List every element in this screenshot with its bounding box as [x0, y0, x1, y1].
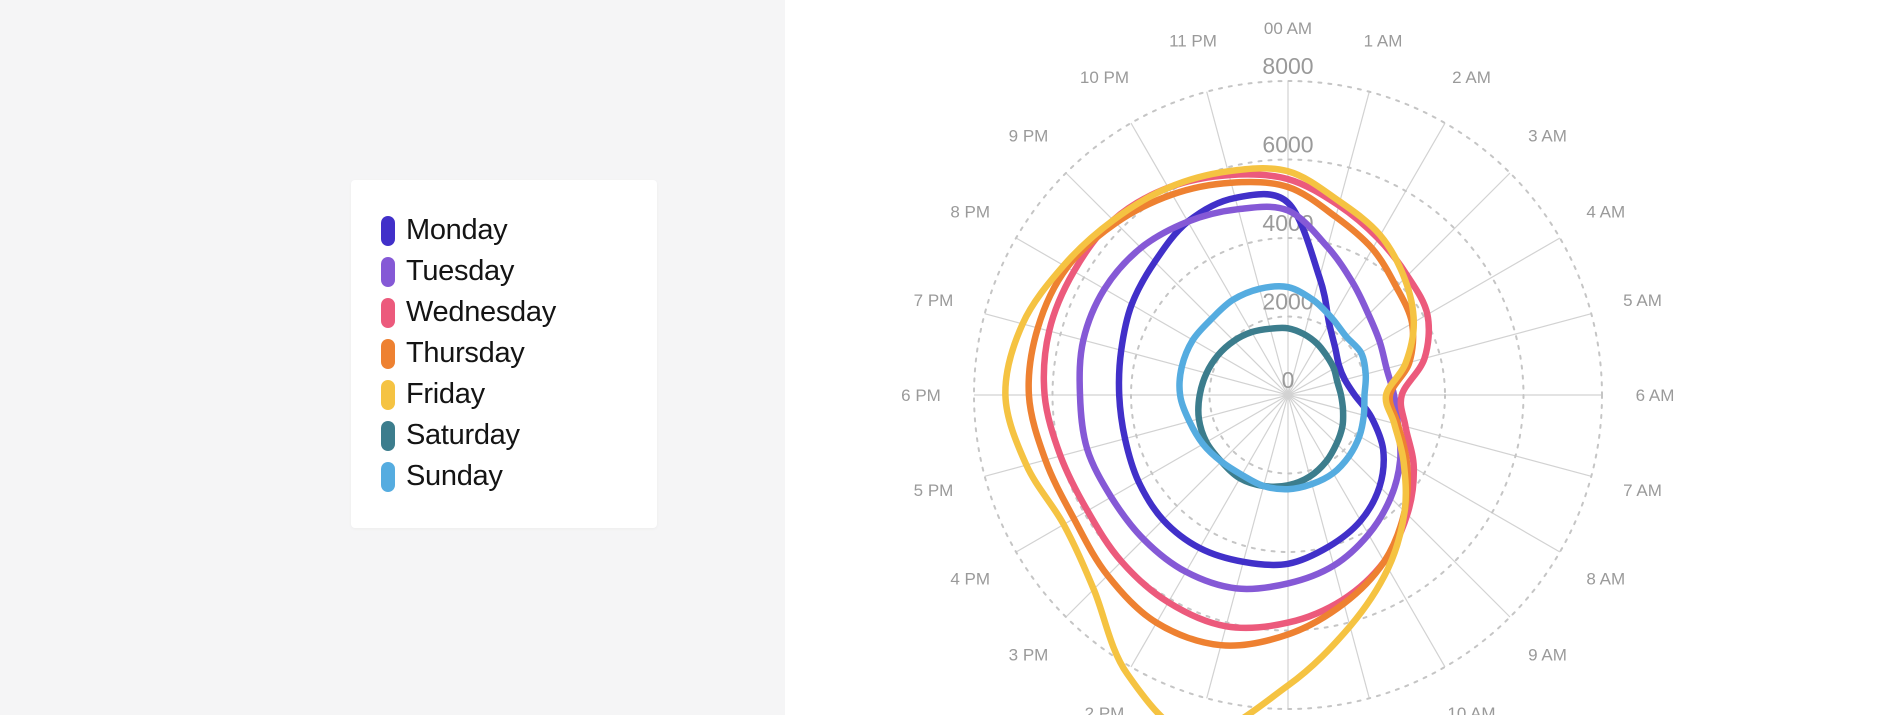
- legend-label: Saturday: [406, 419, 520, 451]
- legend-label: Friday: [406, 378, 485, 410]
- hour-label: 5 PM: [914, 481, 954, 500]
- radial-tick-label: 6000: [1262, 132, 1313, 158]
- grid-ring: [1051, 158, 1525, 632]
- hour-label: 10 PM: [1080, 68, 1129, 87]
- legend-swatch-icon: [381, 256, 395, 287]
- hour-label: 8 AM: [1586, 570, 1625, 589]
- hour-label: 9 AM: [1528, 646, 1567, 665]
- legend-swatch-icon: [381, 297, 395, 328]
- hour-label: 1 AM: [1364, 32, 1403, 51]
- series-friday: [1002, 165, 1418, 715]
- legend-swatch-icon: [381, 338, 395, 369]
- hour-label: 9 PM: [1009, 127, 1049, 146]
- hour-label: 3 PM: [1009, 646, 1049, 665]
- legend-label: Sunday: [406, 460, 503, 492]
- axis-spoke: [1130, 122, 1289, 396]
- legend-swatch-icon: [381, 379, 395, 410]
- axis-spoke: [1287, 394, 1446, 668]
- hour-label: 3 AM: [1528, 127, 1567, 146]
- legend: Monday Tuesday Wednesday Thursday Friday Satu…: [351, 180, 657, 528]
- legend-item-tuesday[interactable]: Tuesday: [381, 251, 657, 292]
- polar-grid: [973, 80, 1603, 710]
- axis-spoke: [1065, 172, 1289, 396]
- legend-label: Wednesday: [406, 296, 556, 328]
- legend-swatch-icon: [381, 420, 395, 451]
- hour-label: 7 AM: [1623, 481, 1662, 500]
- series-wednesday: [1040, 171, 1433, 632]
- hour-label: 6 AM: [1636, 386, 1675, 405]
- hour-label: 6 PM: [901, 386, 941, 405]
- hour-label: 8 PM: [950, 203, 990, 222]
- legend-label: Tuesday: [406, 255, 515, 287]
- series-saturday: [1195, 324, 1347, 490]
- legend-swatch-icon: [381, 461, 395, 492]
- axis-spoke: [1206, 394, 1289, 699]
- hour-label: 5 AM: [1623, 291, 1662, 310]
- legend-label: Thursday: [406, 337, 525, 369]
- chart-panel: 0 2000 4000 6000 8000 00 AM 1 AM 2 AM 3 AM 4 AM 5 …: [785, 0, 1878, 715]
- hour-label: 2 AM: [1452, 68, 1491, 87]
- legend-item-friday[interactable]: Friday: [381, 374, 657, 415]
- grid-ring: [1130, 237, 1446, 553]
- legend-swatch-icon: [381, 215, 395, 246]
- hour-label: 11 PM: [1169, 32, 1217, 51]
- series-monday: [1115, 190, 1387, 569]
- legend-item-monday[interactable]: Monday: [381, 210, 657, 251]
- hour-label: 10 AM: [1447, 704, 1495, 715]
- hour-label: 00 AM: [1264, 19, 1312, 38]
- legend-label: Monday: [406, 214, 508, 246]
- radial-tick-label: 8000: [1262, 53, 1313, 79]
- hour-label: 7 PM: [914, 291, 954, 310]
- hour-label: 2 PM: [1085, 704, 1125, 715]
- legend-item-wednesday[interactable]: Wednesday: [381, 292, 657, 333]
- hour-label: 4 PM: [950, 570, 990, 589]
- hour-label: 4 AM: [1586, 203, 1625, 222]
- radial-tick-label: 0: [1282, 367, 1295, 393]
- grid-ring: [973, 80, 1603, 710]
- legend-item-saturday[interactable]: Saturday: [381, 415, 657, 456]
- legend-item-thursday[interactable]: Thursday: [381, 333, 657, 374]
- hour-labels: 00 AM 1 AM 2 AM 3 AM 4 AM 5 AM 6 AM 7 AM 8 AM 9 A…: [901, 19, 1674, 715]
- series-tuesday: [1076, 203, 1404, 593]
- legend-item-sunday[interactable]: Sunday: [381, 456, 657, 497]
- axis-spoke: [1206, 91, 1289, 396]
- series-sunday: [1176, 282, 1370, 493]
